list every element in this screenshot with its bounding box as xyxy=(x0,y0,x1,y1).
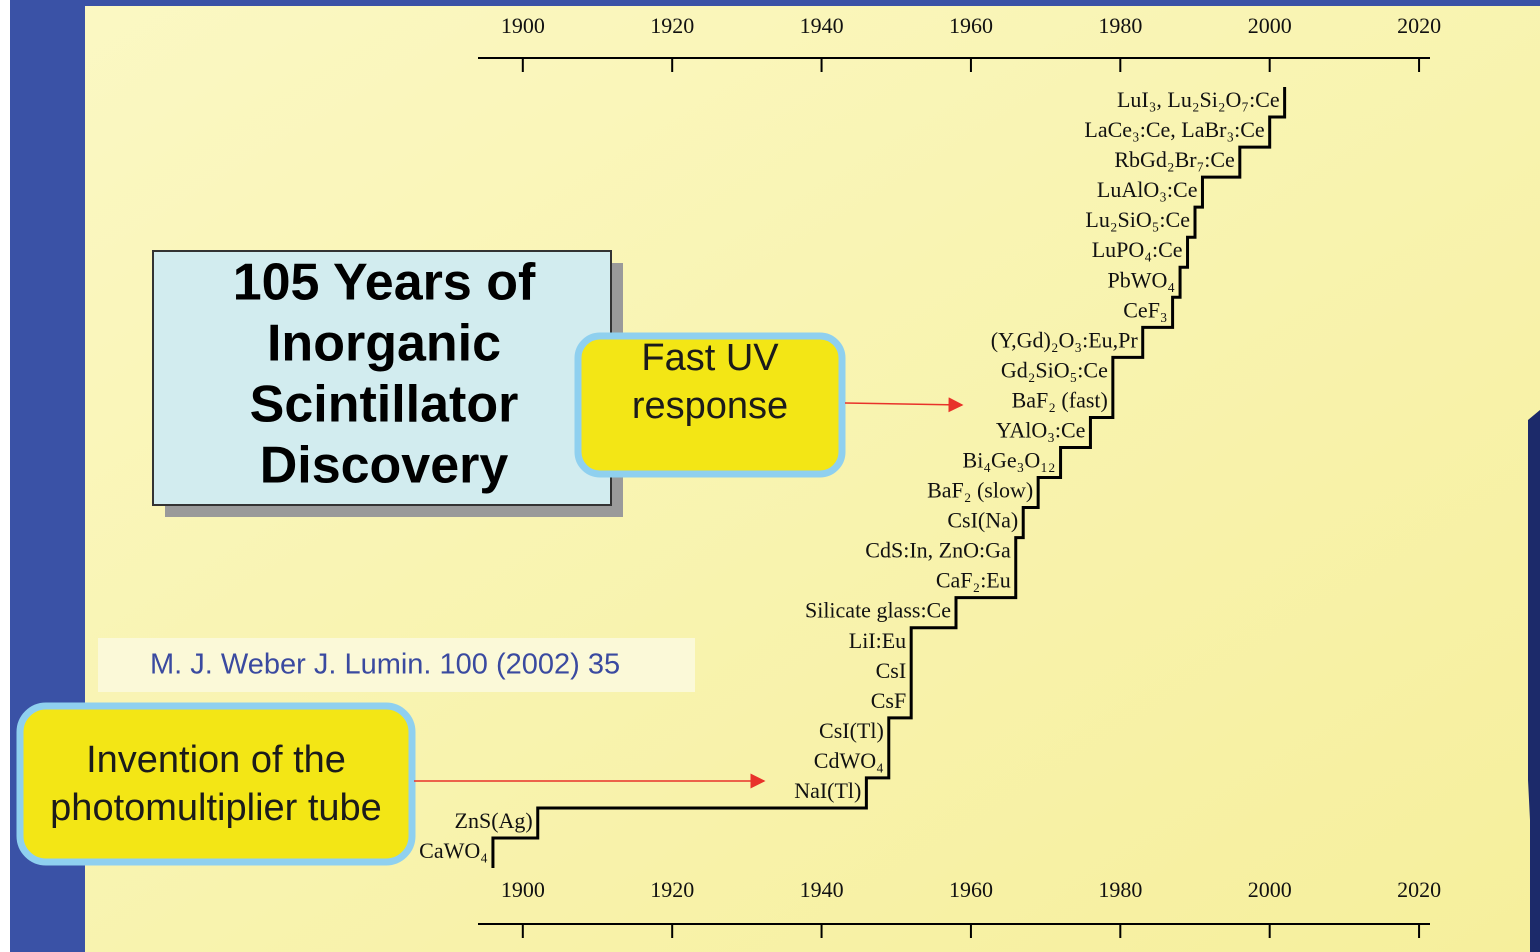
step-label: PbWO₄ xyxy=(1108,267,1176,292)
annotation-line: Fast UV xyxy=(641,337,779,379)
top-band xyxy=(0,0,1540,6)
x-tick-label: 1900 xyxy=(501,13,545,38)
right-edge xyxy=(1528,410,1540,952)
callout-arrow xyxy=(844,397,964,413)
callout-box xyxy=(16,702,416,866)
step-label: CdS:In, ZnO:Ga xyxy=(865,538,1011,563)
x-tick-label: 1980 xyxy=(1098,13,1142,38)
step-label: LaCe₃:Ce, LaBr₃:Ce xyxy=(1084,117,1264,142)
step-label: LuI₃, Lu₂Si₂O₇:Ce xyxy=(1117,87,1280,112)
x-tick-label: 2000 xyxy=(1248,877,1292,902)
x-tick-label: 2020 xyxy=(1397,13,1441,38)
step-label: CsF xyxy=(871,688,906,713)
step-label: CeF₃ xyxy=(1123,297,1167,322)
step-label: YAlO₃:Ce xyxy=(996,417,1086,442)
x-tick-label: 1920 xyxy=(650,877,694,902)
step-label: Lu₂SiO₅:Ce xyxy=(1085,207,1190,232)
title-line: Scintillator xyxy=(250,376,519,434)
step-label: LiI:Eu xyxy=(849,628,906,653)
title-box xyxy=(152,250,612,506)
callout-box xyxy=(574,332,846,478)
title-line: Inorganic xyxy=(267,315,501,373)
step-label: NaI(Tl) xyxy=(794,778,861,803)
step-label: CaF₂:Eu xyxy=(936,568,1011,593)
source: M. J. Weber J. Lumin. 100 (2002) 35 xyxy=(150,649,620,681)
step-line xyxy=(491,87,1287,868)
x-tick-label: 1900 xyxy=(501,877,545,902)
step-label: Bi₄Ge₃O₁₂ xyxy=(963,448,1056,473)
annotation-line: Invention of the xyxy=(86,739,346,781)
step-label: CaWO₄ xyxy=(419,838,488,863)
x-tick-label: 2000 xyxy=(1248,13,1292,38)
step-label: RbGd₂Br₇:Ce xyxy=(1114,147,1234,172)
x-tick-label: 1940 xyxy=(800,13,844,38)
annotation-line: response xyxy=(632,385,788,427)
x-tick-label: 1920 xyxy=(650,13,694,38)
step-label: BaF₂ (fast) xyxy=(1012,387,1108,412)
step-label: (Y,Gd)₂O₃:Eu,Pr xyxy=(991,327,1139,352)
step-label: CsI(Tl) xyxy=(819,718,884,743)
annotation-line: photomultiplier tube xyxy=(50,787,382,829)
x-tick-label: 2020 xyxy=(1397,877,1441,902)
left-edge xyxy=(0,0,10,952)
step-label: CsI(Na) xyxy=(947,508,1018,533)
x-tick-label: 1980 xyxy=(1098,877,1142,902)
step-label: LuAlO₃:Ce xyxy=(1097,177,1198,202)
step-label: Silicate glass:Ce xyxy=(805,598,951,623)
x-tick-label: 1960 xyxy=(949,13,993,38)
step-label: CdWO₄ xyxy=(814,748,884,773)
x-tick-label: 1960 xyxy=(949,877,993,902)
title-line: 105 Years of xyxy=(233,254,536,312)
title-line: Discovery xyxy=(260,437,509,495)
step-label: CsI xyxy=(876,658,907,683)
step-label: BaF₂ (slow) xyxy=(927,478,1033,503)
step-label: Gd₂SiO₅:Ce xyxy=(1001,357,1108,382)
x-tick-label: 1940 xyxy=(800,877,844,902)
step-label: ZnS(Ag) xyxy=(455,808,533,833)
step-label: LuPO₄:Ce xyxy=(1092,237,1183,262)
source-box xyxy=(98,638,695,692)
